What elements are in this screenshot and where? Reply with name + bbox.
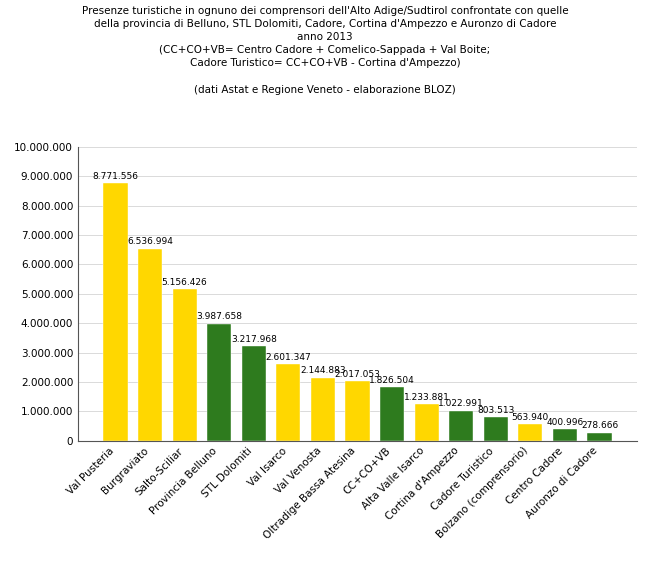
Text: 6.536.994: 6.536.994 [127,237,173,246]
Bar [103,183,127,441]
Bar [138,249,162,441]
Text: 803.513: 803.513 [477,406,514,415]
Text: 563.940: 563.940 [512,413,549,422]
Bar [311,377,335,441]
Bar [276,364,300,441]
Bar [518,424,543,441]
Text: 1.022.991: 1.022.991 [438,399,484,408]
Bar [380,387,404,441]
Text: 278.666: 278.666 [581,421,618,430]
Text: 3.217.968: 3.217.968 [231,335,277,344]
Text: 1.233.881: 1.233.881 [404,393,450,402]
Bar [449,411,473,441]
Bar [484,417,508,441]
Bar [552,429,577,441]
Bar [345,381,370,441]
Bar [172,289,197,441]
Text: 2.017.053: 2.017.053 [335,370,380,379]
Bar [242,346,266,441]
Text: 400.996: 400.996 [546,418,584,427]
Text: 5.156.426: 5.156.426 [162,278,207,287]
Text: Presenze turistiche in ognuno dei comprensori dell'Alto Adige/Sudtirol confronta: Presenze turistiche in ognuno dei compre… [82,6,568,95]
Bar [588,433,612,441]
Bar [207,324,231,441]
Text: 3.987.658: 3.987.658 [196,312,242,321]
Text: 1.826.504: 1.826.504 [369,376,415,385]
Text: 8.771.556: 8.771.556 [92,172,138,181]
Bar [415,405,439,441]
Text: 2.601.347: 2.601.347 [265,353,311,362]
Text: 2.144.883: 2.144.883 [300,366,346,375]
